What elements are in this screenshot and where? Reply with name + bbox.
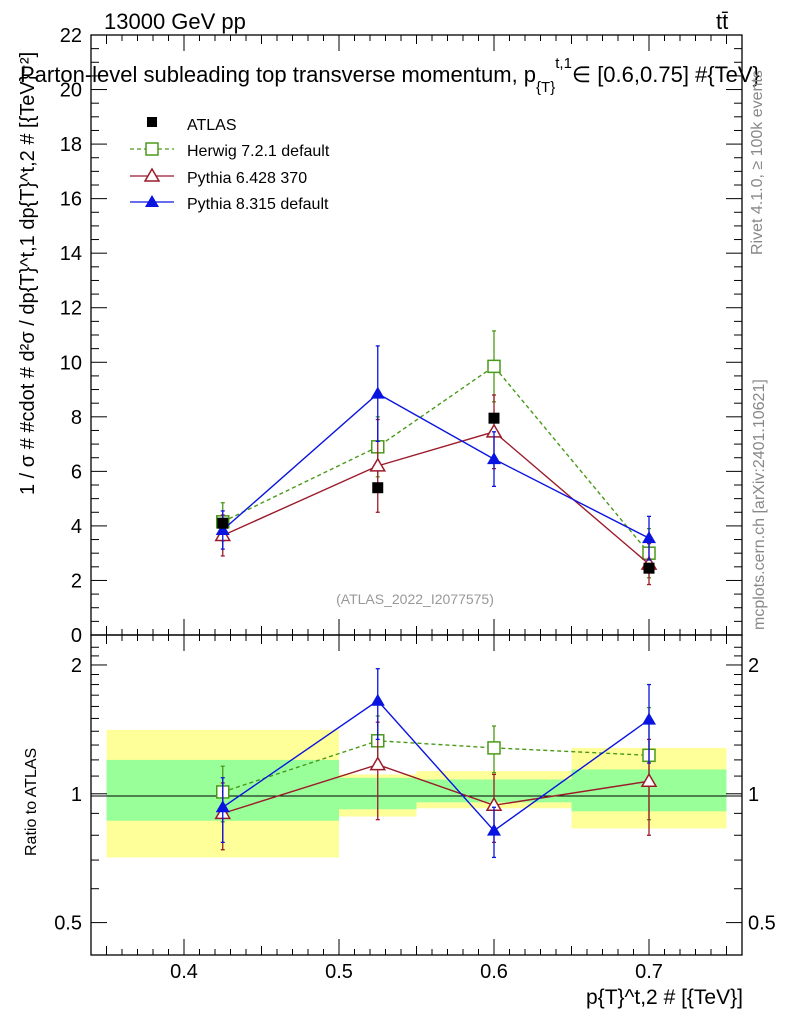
main-y-tick-label: 14 xyxy=(60,243,82,265)
legend-pythia6-label: Pythia 6.428 370 xyxy=(187,170,307,187)
ratio-pythia6-point xyxy=(640,772,658,787)
legend-herwig-marker xyxy=(145,142,159,156)
process-label: tt̄ xyxy=(716,9,728,34)
main-y-tick-label: 4 xyxy=(71,516,82,538)
main-y-tick-label: 18 xyxy=(60,134,82,156)
main-y-tick-label: 16 xyxy=(60,189,82,211)
main-pythia8-point xyxy=(215,523,230,535)
ratio-y-tick-label: 0.5 xyxy=(54,913,82,935)
ratio-pythia8-point xyxy=(487,823,501,836)
x-tick-label: 0.4 xyxy=(170,961,198,983)
main-y-tick-label: 22 xyxy=(60,25,82,47)
main-atlas-point xyxy=(643,562,655,574)
plot-title: Parton-level subleading top transverse m… xyxy=(20,55,760,96)
plot-title-sub: {T} xyxy=(536,79,555,96)
ratio-pythia6-line xyxy=(222,763,650,815)
main-y-tick-label: 0 xyxy=(71,625,82,647)
legend: ATLAS Herwig 7.2.1 default Pythia 6.428 … xyxy=(130,117,330,213)
legend-pythia8-label: Pythia 8.315 default xyxy=(187,196,329,213)
legend-pythia8-marker xyxy=(145,195,159,207)
legend-atlas-marker xyxy=(147,117,157,127)
ratio-pythia8-point xyxy=(642,712,656,725)
mcplots-label: mcplots.cern.ch [arXiv:2401.10621] xyxy=(751,379,768,630)
x-tick-label: 0.7 xyxy=(635,961,663,983)
ratio-herwig-point xyxy=(487,741,501,755)
x-axis-label: p{T}^t,2 # [{TeV}] xyxy=(586,986,743,1009)
ratio-y-tick-label: 2 xyxy=(71,655,82,677)
main-y-tick-label: 2 xyxy=(71,570,82,592)
ratio-y-tick-label-right: 2 xyxy=(748,655,759,677)
ratio-y-tick-label-right: 0.5 xyxy=(748,913,776,935)
ratio-y-axis-label: Ratio to ATLAS xyxy=(23,748,40,856)
main-pythia8-line xyxy=(222,392,650,539)
main-y-tick-label: 12 xyxy=(60,298,82,320)
ratio-herwig-line xyxy=(222,740,650,793)
main-herwig-line xyxy=(222,365,650,554)
analysis-watermark: (ATLAS_2022_I2077575) xyxy=(336,591,494,607)
main-pythia6-line xyxy=(222,431,650,565)
main-y-axis-label: 1 / σ # #cdot # d²σ / dp{T}^t,1 dp{T}^t,… xyxy=(17,52,39,495)
legend-pythia6-marker xyxy=(143,167,161,182)
main-pythia8-point xyxy=(487,452,501,465)
main-y-tick-label: 6 xyxy=(71,461,82,483)
main-atlas-point xyxy=(217,517,229,529)
main-pythia6-point xyxy=(369,457,387,472)
ratio-pythia8-point xyxy=(215,800,230,813)
main-pythia8-point xyxy=(370,386,385,399)
legend-herwig-label: Herwig 7.2.1 default xyxy=(187,143,330,160)
main-y-tick-label: 20 xyxy=(60,80,82,102)
ratio-y-tick-label: 1 xyxy=(71,784,82,806)
legend-atlas-label: ATLAS xyxy=(187,117,237,134)
x-tick-label: 0.6 xyxy=(480,961,508,983)
main-herwig-point xyxy=(487,359,501,374)
ratio-pythia6-point xyxy=(369,756,387,771)
x-tick-label: 0.5 xyxy=(325,961,353,983)
main-atlas-point xyxy=(372,482,384,494)
ratio-pythia8-line xyxy=(222,699,650,832)
plot-title-main: Parton-level subleading top transverse m… xyxy=(20,62,536,87)
main-y-tick-label: 8 xyxy=(71,407,82,429)
plot-title-tail: ∈ [0.6,0.75] #{TeV} xyxy=(572,62,760,87)
main-y-tick-label: 10 xyxy=(60,352,82,374)
ratio-pythia8-point xyxy=(370,693,385,706)
energy-label: 13000 GeV pp xyxy=(104,9,246,34)
plot-title-sup: t,1 xyxy=(555,55,572,72)
rivet-label: Rivet 4.1.0, ≥ 100k events xyxy=(749,70,766,255)
main-atlas-point xyxy=(488,412,500,424)
main-pythia8-point xyxy=(642,531,656,544)
ratio-y-tick-label-right: 1 xyxy=(748,784,759,806)
